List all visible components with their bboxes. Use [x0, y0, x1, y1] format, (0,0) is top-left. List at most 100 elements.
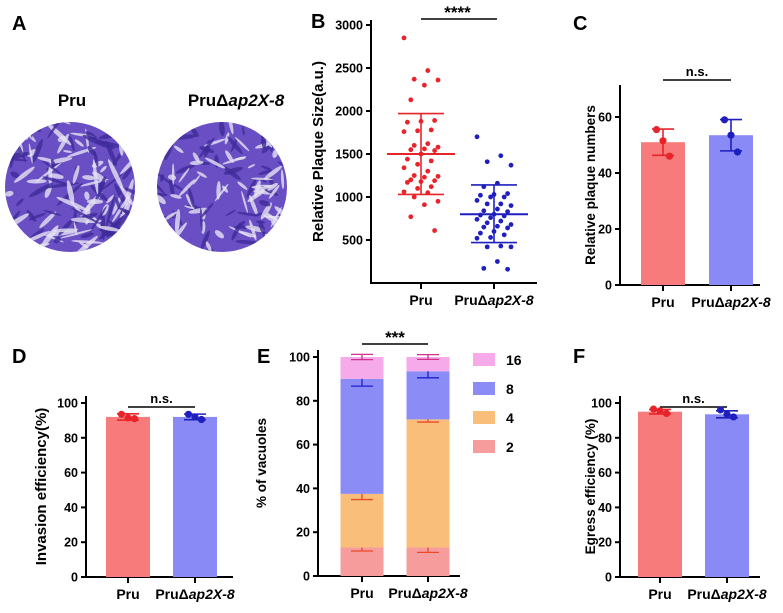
- data-point: [478, 192, 483, 198]
- plaque-streak: [275, 231, 286, 238]
- stacked-segment-8: [406, 371, 450, 420]
- plaque-streak: [5, 152, 11, 157]
- plaque-streak: [263, 165, 282, 180]
- chart-e: 0 20 40 60 80 100 % of vacuoles Pru PruΔap2X-8 **…: [254, 328, 522, 601]
- plaque-streak: [107, 159, 124, 191]
- data-point: [191, 413, 199, 421]
- data-point: [474, 216, 480, 222]
- plaque-streak: [267, 182, 278, 191]
- plaque-streak: [18, 243, 41, 252]
- data-point: [411, 76, 417, 82]
- plaque-streak: [273, 224, 287, 239]
- y-tick-label: 80: [598, 431, 612, 445]
- plaque-streak: [124, 128, 134, 135]
- plaque-streak: [84, 191, 90, 201]
- plaque-streak: [53, 236, 62, 244]
- plaque-streak: [62, 150, 73, 153]
- data-point: [415, 161, 420, 167]
- stacked-segment-16: [340, 357, 384, 379]
- data-point: [405, 179, 410, 185]
- plaque-streak: [32, 139, 43, 163]
- y-tick-label: 0: [303, 570, 310, 584]
- plaque-streak: [28, 143, 33, 164]
- y-axis-label: % of vacuoles: [254, 418, 269, 508]
- y-tick-label: 100: [57, 397, 78, 411]
- x-tick-label: PruΔap2X-8: [155, 586, 235, 602]
- plaque-streak: [5, 138, 11, 163]
- bar: [173, 416, 217, 577]
- data-point: [505, 225, 510, 231]
- significance-label: n.s.: [682, 391, 704, 406]
- plaque-streak: [158, 132, 177, 138]
- data-point: [505, 266, 510, 272]
- x-tick-label-italic: ap2X-8: [721, 586, 767, 602]
- plaque-streak: [50, 159, 56, 167]
- data-point: [435, 173, 441, 179]
- plaque-streak: [93, 150, 99, 168]
- plaque-streak: [39, 211, 57, 228]
- data-point: [488, 215, 493, 221]
- plaque-streak: [120, 122, 135, 134]
- data-point: [498, 218, 504, 224]
- plaque-streak: [92, 159, 99, 195]
- plaque-streak: [199, 207, 203, 232]
- plaque-streak: [259, 244, 268, 249]
- plaque-label-italic: ap2X-8: [228, 91, 284, 110]
- data-point: [720, 116, 729, 124]
- data-point: [197, 415, 206, 424]
- panel-label-c: C: [573, 13, 587, 35]
- legend-label: 8: [506, 381, 514, 397]
- data-point: [501, 194, 507, 200]
- plaque-streak: [157, 192, 168, 197]
- y-tick-label: 20: [296, 526, 310, 540]
- significance-label: ****: [444, 3, 471, 22]
- y-tick-label: 60: [64, 466, 78, 480]
- plaque-streak: [71, 240, 105, 244]
- plaque-streak: [157, 122, 166, 138]
- plaque-streak: [260, 202, 272, 220]
- stacked-segment-4: [340, 493, 384, 548]
- data-point: [484, 244, 490, 250]
- legend-swatch-4: [473, 411, 495, 424]
- panel-label-d: D: [12, 346, 26, 368]
- plaque-streak: [237, 181, 248, 190]
- plaque-streak: [178, 179, 196, 197]
- significance-label: n.s.: [150, 391, 172, 406]
- stacked-segment-16: [406, 357, 450, 372]
- y-tick-label: 40: [598, 167, 612, 181]
- y-axis-label: Relative plaque numbers: [583, 105, 598, 265]
- plaque-streak: [80, 232, 94, 239]
- plaque-streak: [178, 122, 194, 127]
- plaque-streak: [57, 135, 66, 143]
- plaque-streak: [255, 189, 266, 195]
- data-point: [495, 223, 500, 229]
- data-point: [408, 97, 414, 103]
- plaque-streak: [222, 156, 247, 165]
- data-point: [401, 129, 407, 135]
- y-tick-label: 0: [605, 571, 612, 585]
- plaque-streak: [105, 194, 116, 228]
- y-tick-label: 2500: [335, 62, 363, 76]
- stacked-segment-2: [340, 547, 384, 576]
- plaque-streak: [160, 174, 165, 182]
- legend-label: 2: [506, 439, 514, 455]
- plaque-streak: [95, 176, 106, 202]
- plaque-streak: [28, 182, 54, 198]
- x-tick-label-prefix: PruΔ: [155, 586, 188, 602]
- plaque-streak: [192, 152, 200, 163]
- significance-label: n.s.: [686, 64, 708, 79]
- data-point: [425, 168, 431, 174]
- x-tick-label: PruΔap2X-8: [691, 294, 771, 310]
- plaque-streak: [225, 209, 236, 217]
- plaque-label-prefix: PruΔ: [188, 91, 229, 110]
- plaque-streak: [222, 166, 241, 181]
- y-tick-label: 0: [71, 571, 78, 585]
- plaque-streak: [190, 127, 199, 138]
- plaque-streak: [26, 210, 37, 222]
- plaque-streak: [95, 140, 124, 148]
- data-point: [405, 119, 410, 125]
- x-tick-label: Pru: [116, 586, 139, 602]
- plaque-streak: [170, 194, 182, 199]
